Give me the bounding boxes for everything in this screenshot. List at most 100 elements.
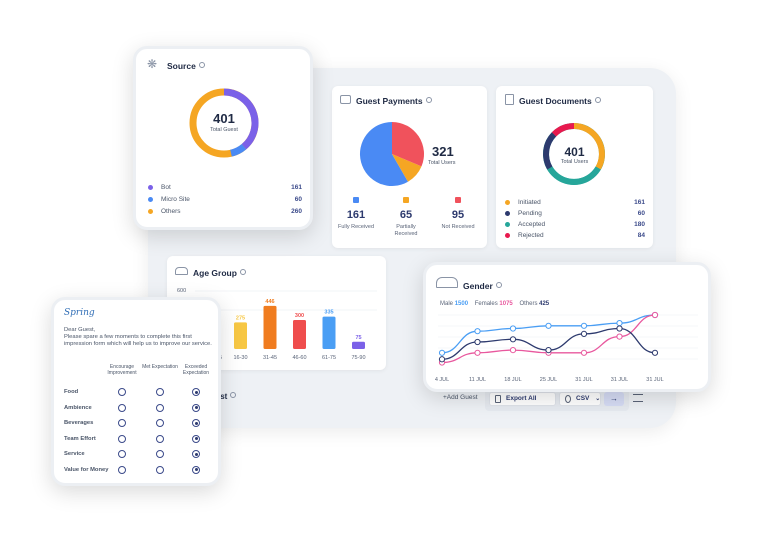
donut-seg-bot bbox=[223, 88, 259, 150]
gender-x-tick: 4 JUL bbox=[435, 377, 449, 383]
age-bar-label: 75 bbox=[355, 335, 361, 341]
file-icon bbox=[565, 395, 571, 403]
gender-point[interactable] bbox=[651, 349, 659, 356]
donut-seg-accepted bbox=[547, 166, 601, 185]
rating-radio[interactable] bbox=[156, 450, 164, 458]
filter-icon[interactable] bbox=[633, 394, 643, 402]
export-all-button[interactable]: Export All bbox=[489, 392, 556, 406]
guest-payments-card: Guest Payments 321 Total Users 161 Fully… bbox=[332, 86, 487, 248]
payments-total-value: 321 bbox=[432, 144, 454, 159]
gender-x-tick: 11 JUL bbox=[469, 377, 486, 383]
guest-list-bar: ist +Add Guest Export All CSV ⌄ → bbox=[167, 380, 657, 412]
payment-partially-received: 65 Partially Received bbox=[386, 197, 426, 238]
source-total-value: 401 bbox=[213, 111, 235, 126]
gender-point[interactable] bbox=[438, 356, 446, 363]
gender-point[interactable] bbox=[509, 336, 517, 343]
pie-slice-not-received bbox=[392, 122, 425, 167]
gender-point[interactable] bbox=[474, 349, 481, 356]
export-go-button[interactable]: → bbox=[604, 392, 624, 406]
rating-radio[interactable] bbox=[192, 450, 200, 458]
col-met-expectation: Met Expectation bbox=[142, 364, 178, 370]
payment-fully-received: 161 Fully Received bbox=[336, 197, 376, 231]
rating-radio[interactable] bbox=[156, 465, 164, 474]
rating-radio[interactable] bbox=[192, 465, 200, 474]
gender-point[interactable] bbox=[580, 349, 588, 356]
form-row-label: Service bbox=[64, 451, 85, 457]
rating-radio[interactable] bbox=[118, 419, 126, 427]
age-category-label: 75-90 bbox=[351, 355, 365, 361]
info-icon[interactable] bbox=[230, 392, 237, 398]
users-icon bbox=[175, 267, 188, 275]
rating-radio[interactable] bbox=[192, 388, 200, 396]
age-bar-label: 275 bbox=[236, 315, 245, 321]
payment-not-received: 95 Not Received bbox=[438, 197, 478, 231]
form-greeting: Dear Guest, bbox=[64, 327, 96, 333]
rating-radio[interactable] bbox=[118, 434, 126, 443]
add-guest-button[interactable]: +Add Guest bbox=[443, 394, 478, 401]
gender-x-tick: 18 JUL bbox=[504, 377, 521, 383]
file-icon bbox=[495, 395, 501, 403]
documents-icon bbox=[505, 94, 514, 105]
documents-title: Guest Documents bbox=[519, 96, 592, 106]
source-card: ❋ Source 401 Total Guest Bot 161 Micro Si… bbox=[133, 46, 313, 230]
rating-radio[interactable] bbox=[192, 419, 200, 427]
arrow-right-icon: → bbox=[610, 394, 618, 403]
info-icon[interactable] bbox=[198, 62, 205, 68]
age-category-label: 31-45 bbox=[263, 355, 277, 361]
payments-icon bbox=[340, 95, 351, 104]
gender-point[interactable] bbox=[651, 311, 659, 319]
col-exceeded-expectation: Exceeded Expectation bbox=[182, 364, 210, 376]
guest-documents-card: Guest Documents 401 Total Users Initiate… bbox=[496, 86, 653, 248]
gender-point[interactable] bbox=[509, 325, 517, 332]
form-row-label: Ambience bbox=[64, 404, 92, 411]
pie-slice-partially-received bbox=[392, 154, 422, 182]
rating-radio[interactable] bbox=[156, 403, 164, 412]
rating-radio[interactable] bbox=[156, 419, 164, 427]
gender-point[interactable] bbox=[474, 338, 481, 346]
gender-point[interactable] bbox=[616, 333, 623, 340]
rating-radio[interactable] bbox=[118, 450, 126, 458]
gender-point[interactable] bbox=[616, 320, 623, 327]
rating-radio[interactable] bbox=[156, 434, 164, 443]
source-title: Source bbox=[167, 61, 196, 71]
form-row-label: Beverages bbox=[64, 420, 94, 426]
gender-point[interactable] bbox=[580, 322, 588, 329]
info-icon[interactable] bbox=[594, 97, 601, 103]
rating-radio[interactable] bbox=[118, 465, 126, 474]
age-bar-75-90 bbox=[352, 341, 365, 349]
rating-radio[interactable] bbox=[192, 403, 200, 412]
donut-seg-pending bbox=[543, 132, 557, 170]
rating-radio[interactable] bbox=[156, 388, 164, 396]
rating-radio[interactable] bbox=[118, 403, 126, 412]
payments-pie bbox=[359, 121, 425, 186]
donut-seg-rejected bbox=[551, 123, 575, 137]
gender-point[interactable] bbox=[545, 322, 552, 329]
info-icon[interactable] bbox=[425, 97, 432, 103]
info-icon[interactable] bbox=[239, 269, 246, 275]
form-intro: Please spare a few moments to complete t… bbox=[64, 334, 212, 347]
gender-point[interactable] bbox=[474, 328, 481, 335]
gender-point[interactable] bbox=[616, 325, 623, 332]
documents-donut bbox=[543, 123, 605, 185]
form-row-label: Team Effort bbox=[64, 435, 96, 442]
gender-point[interactable] bbox=[580, 330, 588, 338]
age-bar-31-45 bbox=[263, 305, 277, 349]
age-bar-label: 300 bbox=[295, 313, 304, 319]
rating-radio[interactable] bbox=[118, 388, 126, 396]
gender-point[interactable] bbox=[509, 347, 517, 354]
feedback-form-card: Spring Dear Guest, Please spare a few mo… bbox=[51, 297, 221, 486]
guest-list-title: ist bbox=[218, 392, 237, 401]
gender-point[interactable] bbox=[438, 349, 446, 356]
gender-card: Gender Male 1500 Females 1075 Others 425… bbox=[423, 262, 711, 392]
info-icon[interactable] bbox=[495, 282, 502, 288]
gender-point[interactable] bbox=[545, 347, 552, 354]
donut-seg-initiated bbox=[573, 123, 605, 170]
gender-title: Gender bbox=[463, 281, 493, 291]
payments-total-label: Total Users bbox=[428, 160, 456, 166]
age-bar-label: 446 bbox=[265, 299, 274, 305]
age-category-label: 61-75 bbox=[322, 355, 336, 361]
age-y-tick: 600 bbox=[177, 288, 187, 294]
rating-radio[interactable] bbox=[192, 434, 200, 443]
format-select[interactable]: CSV ⌄ bbox=[559, 392, 601, 406]
gender-x-tick: 31 JUL bbox=[646, 377, 663, 383]
